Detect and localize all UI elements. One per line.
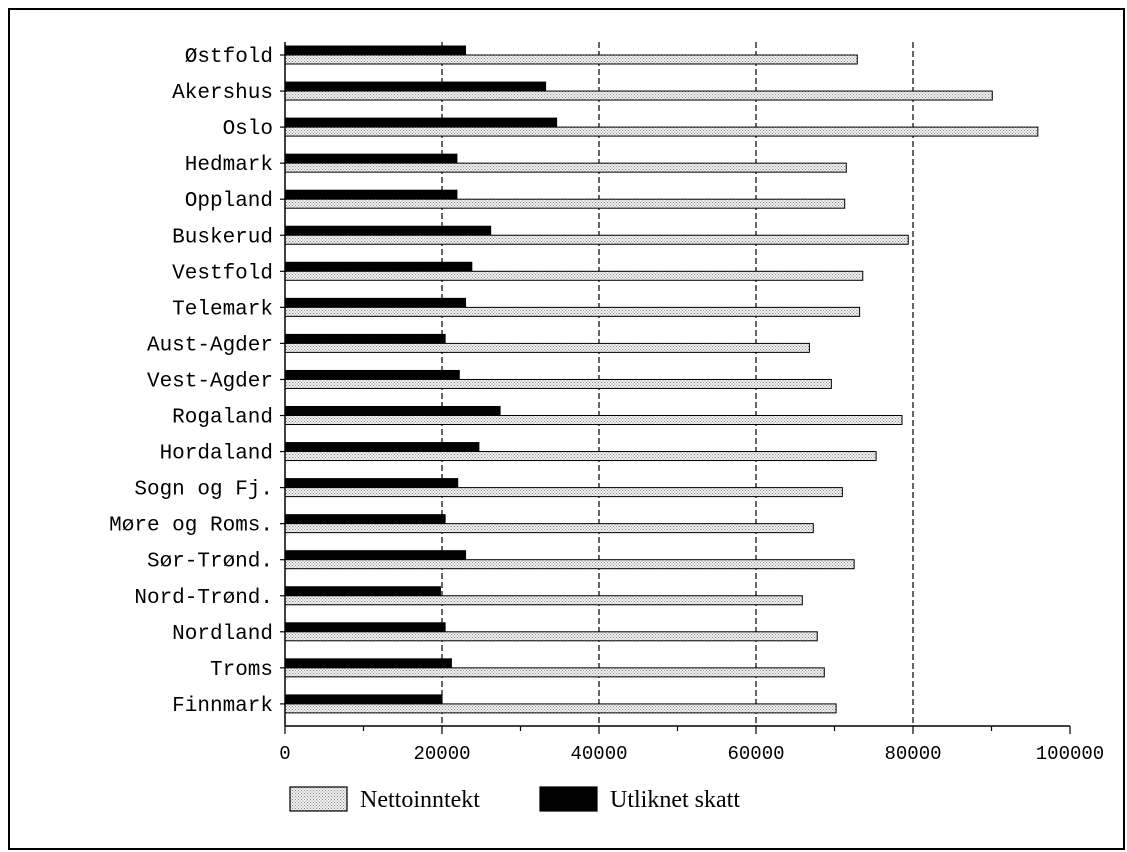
bar-utliknet-skatt: [284, 369, 460, 380]
bar-utliknet-skatt: [284, 478, 459, 489]
category-label: Nordland: [172, 623, 273, 646]
legend: Nettoinntekt Utliknet skatt: [289, 786, 740, 813]
bar-utliknet-skatt: [284, 153, 458, 164]
bar-nettoinntekt: [284, 559, 855, 570]
bar-chart: Østfold Akershus Oslo Hedmark Oppland Buskeru…: [109, 42, 1104, 813]
category-label: Møre og Roms.: [109, 515, 273, 538]
category-label: Vestfold: [172, 262, 273, 285]
bar-nettoinntekt: [284, 198, 846, 209]
chart-frame: Østfold Akershus Oslo Hedmark Oppland Buskeru…: [8, 8, 1125, 850]
category-label: Telemark: [172, 298, 273, 321]
bar-utliknet-skatt: [284, 658, 452, 669]
category-label: Hordaland: [160, 443, 273, 466]
category-label: Finnmark: [172, 695, 273, 718]
bar-utliknet-skatt: [284, 225, 492, 236]
bars-layer: [284, 45, 1039, 714]
bar-utliknet-skatt: [284, 297, 467, 308]
bar-utliknet-skatt: [284, 586, 441, 597]
bar-nettoinntekt: [284, 270, 864, 281]
category-labels: Østfold Akershus Oslo Hedmark Oppland Buskeru…: [109, 46, 273, 718]
category-label: Østfold: [185, 46, 273, 69]
bar-nettoinntekt: [284, 487, 843, 498]
bar-nettoinntekt: [284, 90, 993, 101]
bar-utliknet-skatt: [284, 45, 467, 56]
category-label: Akershus: [172, 82, 273, 105]
bar-nettoinntekt: [284, 523, 814, 534]
category-label: Nord-Trønd.: [134, 587, 273, 610]
bar-utliknet-skatt: [284, 514, 446, 525]
bar-nettoinntekt: [284, 378, 832, 389]
bar-nettoinntekt: [284, 54, 858, 65]
category-label: Sogn og Fj.: [134, 479, 273, 502]
bar-nettoinntekt: [284, 162, 847, 173]
bar-nettoinntekt: [284, 306, 861, 317]
category-label: Oslo: [223, 118, 273, 141]
bar-utliknet-skatt: [284, 117, 558, 128]
x-tick-label: 100000: [1036, 743, 1104, 765]
bar-nettoinntekt: [284, 415, 903, 425]
bar-nettoinntekt: [284, 595, 803, 606]
x-tick-label: 60000: [727, 743, 784, 765]
legend-label: Nettoinntekt: [360, 787, 480, 813]
legend-label: Utliknet skatt: [610, 787, 740, 813]
bar-nettoinntekt: [284, 703, 837, 714]
x-tick-label: 0: [279, 743, 290, 765]
x-tick-labels: 0 20000 40000 60000 80000 100000: [279, 743, 1104, 765]
bar-utliknet-skatt: [284, 694, 443, 705]
x-tick-label: 20000: [413, 743, 470, 765]
legend-swatch: [539, 786, 598, 812]
category-label: Oppland: [185, 190, 273, 213]
bar-nettoinntekt: [284, 342, 810, 353]
bar-utliknet-skatt: [284, 261, 473, 272]
category-label: Rogaland: [172, 407, 273, 430]
category-label: Aust-Agder: [147, 334, 273, 357]
bar-utliknet-skatt: [284, 622, 446, 633]
bar-nettoinntekt: [284, 234, 909, 245]
category-label: Sør-Trønd.: [147, 551, 273, 574]
bar-utliknet-skatt: [284, 406, 501, 416]
bar-utliknet-skatt: [284, 442, 480, 453]
x-tick-label: 40000: [570, 743, 627, 765]
category-label: Hedmark: [185, 154, 273, 177]
bar-utliknet-skatt: [284, 189, 458, 200]
category-label: Troms: [210, 659, 273, 682]
category-label: Buskerud: [172, 226, 273, 249]
bar-nettoinntekt: [284, 126, 1039, 137]
bar-nettoinntekt: [284, 667, 825, 678]
axis-layer: [280, 42, 1071, 734]
bar-utliknet-skatt: [284, 333, 446, 344]
bar-nettoinntekt: [284, 631, 818, 642]
legend-swatch: [289, 786, 348, 812]
x-tick-label: 80000: [884, 743, 941, 765]
bar-utliknet-skatt: [284, 81, 547, 92]
bar-nettoinntekt: [284, 451, 877, 462]
bar-utliknet-skatt: [284, 550, 467, 561]
category-label: Vest-Agder: [147, 370, 273, 393]
